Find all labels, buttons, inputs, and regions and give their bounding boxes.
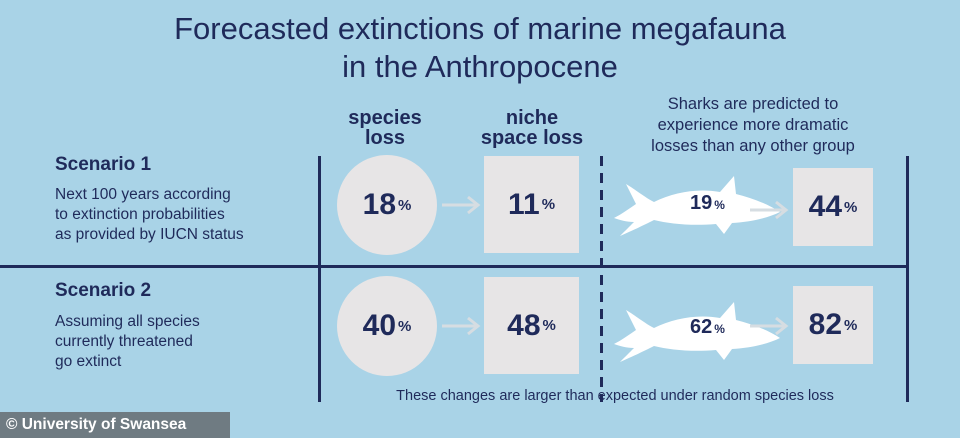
species-loss-header-line-2: loss xyxy=(364,127,406,149)
scenario-2-shark-niche-space-loss-value: 82 xyxy=(808,308,843,341)
scenario-2-shark-species-loss-value: 62 xyxy=(690,316,713,338)
niche-space-loss-header-line-2: space loss xyxy=(480,127,584,149)
percent-sign: % xyxy=(844,316,858,334)
shark-icon xyxy=(614,176,780,236)
scenario-1-niche-space-loss-value: 11 xyxy=(507,187,540,221)
scenario-1-species-loss-value: 18 xyxy=(362,188,397,221)
percent-sign: % xyxy=(542,317,556,334)
sharks-note-line-3: losses than any other group xyxy=(651,137,855,155)
arrow-icon xyxy=(750,316,789,336)
scenario-2-description: Assuming all species currently threatene… xyxy=(55,312,305,372)
scenario-2-niche-space-loss-value: 48 xyxy=(507,308,541,342)
scenario-1-desc-line-3: as provided by IUCN status xyxy=(55,226,244,243)
percent-sign: % xyxy=(541,196,556,213)
scenario-1-shark-niche-space-loss-square: 44% xyxy=(793,168,873,246)
scenario-2-desc-line-1: Assuming all species xyxy=(55,313,200,330)
scenario-1-species-loss-circle: 18% xyxy=(337,155,437,255)
scenario-1-title: Scenario 1 xyxy=(55,154,152,175)
species-loss-header-line-1: species xyxy=(348,107,422,129)
sharks-note-line-1: Sharks are predicted to xyxy=(667,95,839,113)
arrow-icon xyxy=(442,316,481,336)
scenario-2-niche-space-loss-square: 48% xyxy=(484,277,579,374)
scenario-2-species-loss-circle: 40% xyxy=(337,276,437,376)
right-divider xyxy=(906,156,909,402)
scenario-1-niche-space-loss-square: 11% xyxy=(484,156,579,253)
footer-note: These changes are larger than expected u… xyxy=(396,388,834,404)
scenario-1-desc-line-1: Next 100 years according xyxy=(55,186,231,203)
scenario-1-shark-species-loss-value: 19 xyxy=(690,192,713,214)
scenario-2-species-loss-value: 40 xyxy=(362,309,397,342)
arrow-icon xyxy=(442,195,481,215)
percent-sign: % xyxy=(714,198,725,212)
title-line-2: in the Anthropocene xyxy=(342,49,618,84)
scenario-1-description: Next 100 years according to extinction p… xyxy=(55,185,305,245)
sharks-note: Sharks are predicted to experience more … xyxy=(618,94,888,157)
species-loss-header: species loss xyxy=(335,108,435,148)
image-credit: © University of Swansea xyxy=(0,412,230,438)
niche-space-loss-header-line-1: niche xyxy=(505,107,559,129)
arrow-icon xyxy=(750,200,789,220)
page-title: Forecasted extinctions of marine megafau… xyxy=(0,10,960,86)
percent-sign: % xyxy=(398,196,412,214)
scenario-1-shark-niche-space-loss-value: 44 xyxy=(808,190,843,223)
scenario-divider xyxy=(0,265,909,268)
scenario-2-shark-niche-space-loss-square: 82% xyxy=(793,286,873,364)
scenario-2-desc-line-3: go extinct xyxy=(55,353,122,370)
scenario-1-desc-line-2: to extinction probabilities xyxy=(55,206,225,223)
percent-sign: % xyxy=(714,322,725,336)
scenario-2-shark-species-loss: 62% xyxy=(690,316,725,339)
sharks-note-line-2: experience more dramatic xyxy=(657,116,849,134)
scenario-1-shark-species-loss: 19% xyxy=(690,192,725,215)
percent-sign: % xyxy=(844,198,858,216)
niche-space-loss-header: niche space loss xyxy=(462,108,602,148)
shark-icon xyxy=(614,302,780,362)
shark-section-divider xyxy=(600,156,603,402)
scenario-2-desc-line-2: currently threatened xyxy=(55,333,193,350)
title-line-1: Forecasted extinctions of marine megafau… xyxy=(174,11,786,46)
percent-sign: % xyxy=(398,317,412,335)
scenario-2-title: Scenario 2 xyxy=(55,280,152,301)
left-divider xyxy=(318,156,321,402)
